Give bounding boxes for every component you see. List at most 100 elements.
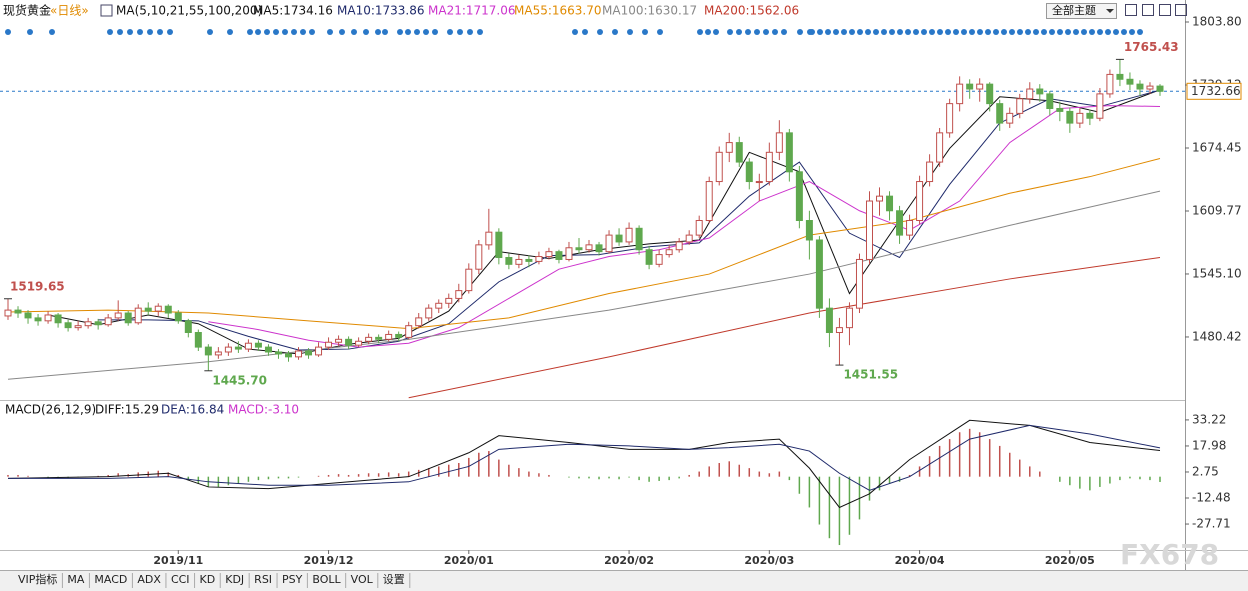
signal-dot: [423, 29, 429, 35]
tab-bar: [0, 570, 1248, 591]
candle-body: [926, 161, 934, 183]
symbol: 现货黄金: [3, 3, 51, 18]
signal-dot: [825, 29, 831, 35]
tab[interactable]: 设置: [383, 573, 405, 586]
theme-select[interactable]: [1046, 3, 1117, 19]
candle-body: [495, 231, 503, 259]
candle-body: [665, 249, 673, 256]
candle-body: [124, 312, 132, 324]
signal-dot: [1097, 29, 1103, 35]
signal-dot: [405, 29, 411, 35]
ma-icon[interactable]: [100, 4, 113, 17]
signal-dot: [167, 29, 173, 35]
theme-button[interactable]: 全部主题: [1052, 3, 1096, 17]
tab[interactable]: RSI: [254, 573, 272, 586]
signal-dot: [993, 29, 999, 35]
macd-y-tick-label: -27.71: [1192, 517, 1231, 531]
candle-body: [355, 340, 363, 346]
candle-body: [635, 227, 643, 251]
candle-body: [284, 353, 292, 358]
candle-body: [775, 132, 783, 153]
tab[interactable]: VOL: [351, 573, 374, 586]
signal-dot: [227, 29, 233, 35]
tab[interactable]: KDJ: [225, 573, 244, 586]
signal-dot: [247, 29, 253, 35]
icon-button[interactable]: [1175, 4, 1187, 16]
signal-dot: [937, 29, 943, 35]
candle-body: [1136, 83, 1144, 90]
candle-body: [14, 309, 22, 314]
watermark: FX678: [1120, 538, 1219, 571]
candle-body: [104, 317, 112, 326]
signal-dot: [1081, 29, 1087, 35]
dropdown-arrow: [1106, 9, 1114, 13]
signal-dot: [309, 29, 315, 35]
tab[interactable]: PSY: [282, 573, 303, 586]
x-tick-label: 2020/02: [604, 554, 654, 567]
tab[interactable]: KD: [200, 573, 216, 586]
signal-dot: [1065, 29, 1071, 35]
signal-dot: [913, 29, 919, 35]
candle-body: [1156, 85, 1164, 92]
candle-body: [675, 241, 683, 251]
icon-button[interactable]: [1159, 4, 1171, 16]
signal-dot: [339, 29, 345, 35]
candle-body: [164, 305, 172, 314]
signal-dot: [375, 29, 381, 35]
signal-dot: [945, 29, 951, 35]
signal-dot: [865, 29, 871, 35]
y-tick-label: 1545.10: [1192, 266, 1242, 280]
signal-dot: [781, 29, 787, 35]
icon-button[interactable]: [1125, 4, 1137, 16]
candle-body: [705, 181, 713, 222]
signal-dot: [763, 29, 769, 35]
signal-dot: [27, 29, 33, 35]
candle-body: [936, 132, 944, 163]
annotation: 1451.55: [843, 368, 898, 382]
signal-dot: [137, 29, 143, 35]
signal-dot: [754, 29, 760, 35]
candle-body: [1126, 78, 1134, 85]
tab[interactable]: CCI: [171, 573, 190, 586]
candle-body: [685, 234, 693, 243]
signal-dot: [1025, 29, 1031, 35]
signal-dot: [921, 29, 927, 35]
signal-dot: [207, 29, 213, 35]
candle-body: [385, 333, 393, 340]
candle-body: [1036, 88, 1044, 95]
candle-body: [465, 268, 473, 292]
candle-body: [34, 317, 42, 322]
candle-body: [244, 342, 252, 350]
y-tick-label: 1803.80: [1192, 15, 1242, 29]
candle-body: [1106, 73, 1114, 95]
tab[interactable]: VIP指标: [18, 572, 57, 586]
candle-body: [1026, 88, 1034, 100]
signal-dot: [736, 29, 742, 35]
candle-body: [525, 258, 533, 262]
tab[interactable]: BOLL: [312, 573, 341, 586]
tab[interactable]: MA: [67, 573, 84, 586]
candle-body: [765, 151, 773, 183]
candle-body: [585, 244, 593, 251]
candle-body: [455, 290, 463, 299]
tab[interactable]: MACD: [94, 573, 127, 586]
candle-body: [1076, 112, 1084, 124]
signal-dot: [363, 29, 369, 35]
x-tick-label: 2019/12: [304, 554, 354, 567]
candle-body: [946, 103, 954, 134]
y-tick-label: 1609.77: [1192, 203, 1242, 217]
signal-dot: [953, 29, 959, 35]
y-tick-label: 1480.42: [1192, 329, 1242, 343]
period[interactable]: «日线»: [50, 4, 89, 18]
tab[interactable]: ADX: [137, 573, 161, 586]
icon-button[interactable]: [1142, 4, 1154, 16]
signal-dot: [300, 29, 306, 35]
signal-dot: [797, 29, 803, 35]
candle-body: [695, 220, 703, 236]
signal-dot: [809, 29, 815, 35]
candle-body: [615, 234, 623, 243]
signal-dot: [127, 29, 133, 35]
candle-body: [234, 346, 242, 350]
candle-body: [24, 312, 32, 319]
